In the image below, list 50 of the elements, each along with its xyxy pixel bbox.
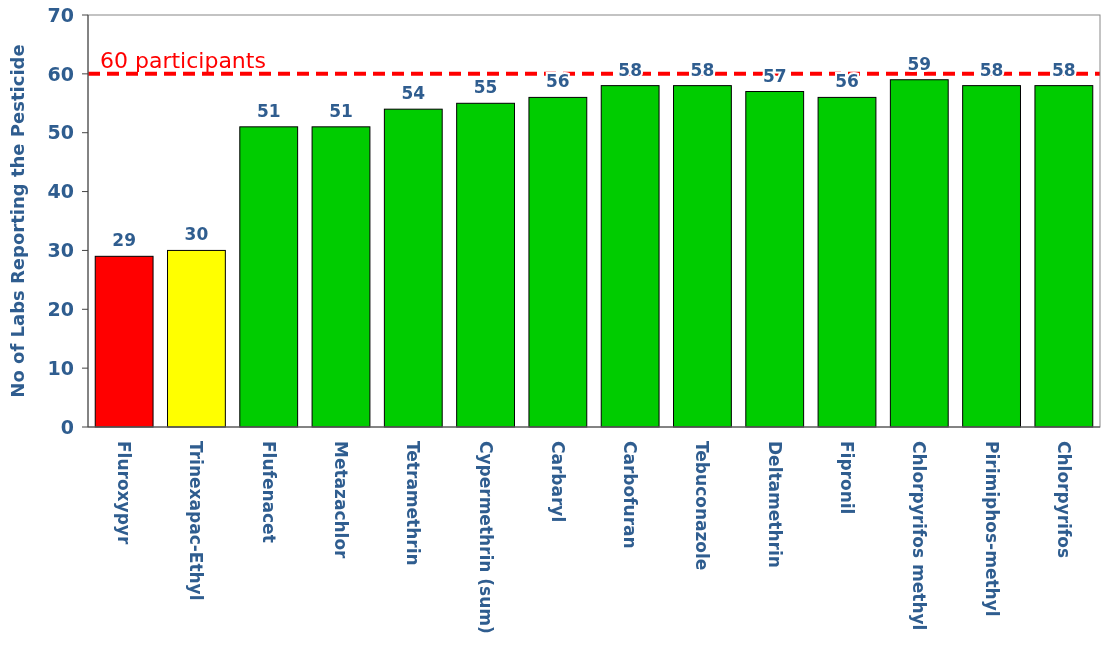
data-label: 59	[907, 53, 932, 74]
bar	[600, 85, 660, 428]
x-tick-label: Flufenacet	[258, 441, 279, 543]
bar	[456, 102, 515, 428]
data-label: 58	[1052, 59, 1076, 80]
y-tick-label: 50	[47, 121, 74, 144]
data-label: 30	[184, 224, 209, 245]
x-tick-label: Cypermethrin (sum)	[475, 441, 496, 634]
y-axis-title: No of Labs Reporting the Pesticide	[7, 44, 28, 398]
ref-line-label: 60 participants	[100, 47, 266, 73]
x-tick-label: Chlorpyrifos methyl	[909, 441, 930, 631]
bar	[673, 85, 732, 428]
x-tick-label: Carbaryl	[547, 441, 568, 523]
y-tick-label: 10	[47, 356, 74, 379]
x-tick-label: Pirimiphos-methyl	[981, 441, 1002, 617]
data-label: 57	[762, 65, 787, 86]
bar	[1034, 85, 1094, 428]
y-tick-label: 70	[47, 3, 74, 26]
y-tick-label: 20	[47, 297, 74, 320]
x-tick-label: Trinexapac-Ethyl	[186, 441, 207, 601]
bar	[889, 79, 949, 428]
bar	[528, 96, 588, 428]
data-label: 56	[546, 71, 570, 92]
x-tick-label: Metazachlor	[331, 441, 352, 560]
bar	[94, 255, 154, 428]
x-tick-label: Tetramethrin	[403, 441, 424, 566]
data-label: 56	[835, 71, 859, 92]
y-tick-label: 60	[47, 62, 74, 85]
data-label: 51	[256, 100, 281, 121]
x-tick-label: Fipronil	[837, 441, 858, 515]
data-label: 51	[329, 100, 353, 121]
data-label: 58	[690, 59, 715, 80]
bar	[962, 85, 1021, 428]
bar	[311, 126, 371, 428]
y-tick-label: 30	[47, 239, 74, 262]
y-tick-label: 40	[47, 180, 74, 203]
x-tick-label: Tebuconazole	[692, 441, 713, 571]
x-tick-label: Chlorpyrifos	[1053, 441, 1074, 559]
bar	[817, 96, 877, 428]
data-label: 55	[473, 77, 498, 98]
bar	[167, 249, 226, 428]
x-tick-label: Fluroxypyr	[114, 441, 135, 545]
x-tick-label: Carbofuran	[620, 441, 641, 549]
y-tick-label: 0	[60, 415, 74, 438]
bar	[745, 91, 805, 428]
data-label: 54	[401, 83, 426, 104]
bar	[239, 126, 299, 428]
x-tick-label: Deltamethrin	[764, 441, 785, 568]
data-label: 29	[112, 230, 136, 251]
bar	[383, 108, 443, 428]
